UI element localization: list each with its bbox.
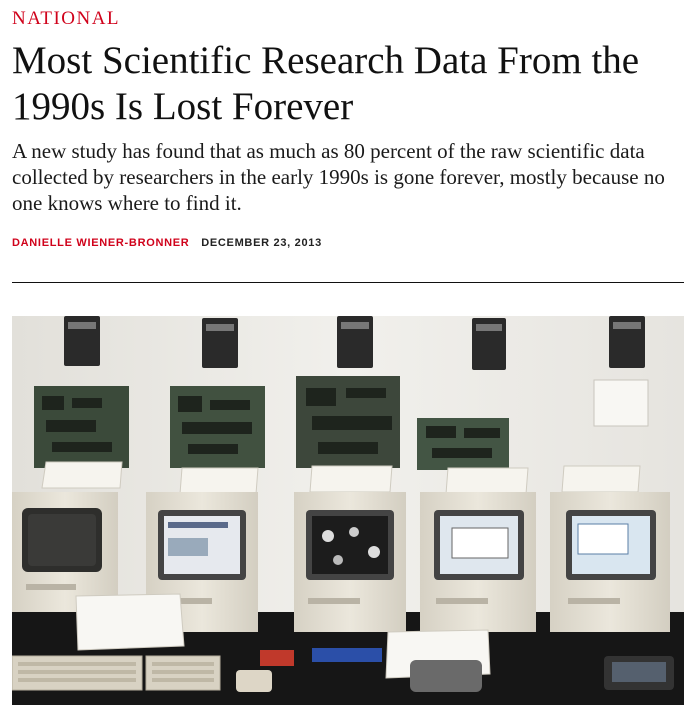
floppy-disk: [260, 650, 294, 666]
computer-4: [420, 492, 536, 632]
floppy-disk-blue: [312, 648, 382, 662]
wall-label: [593, 379, 649, 427]
headline: Most Scientific Research Data From the 1…: [12, 39, 640, 128]
publish-date: DECEMBER 23, 2013: [201, 237, 322, 249]
section-label[interactable]: NATIONAL: [12, 8, 121, 29]
mouse: [236, 670, 272, 692]
author-link[interactable]: DANIELLE WIENER-BRONNER: [12, 237, 190, 249]
divider: [12, 282, 684, 283]
article-photo[interactable]: [12, 316, 684, 705]
computer-1: [12, 492, 118, 612]
computer-5: [550, 492, 670, 632]
placards: [41, 461, 641, 495]
camera: [410, 660, 482, 692]
computer-3: [294, 492, 406, 632]
byline: DANIELLE WIENER-BRONNER DECEMBER 23, 201…: [12, 237, 322, 249]
front-placard-left: [75, 593, 185, 651]
article-dek: A new study has found that as much as 80…: [12, 139, 665, 215]
